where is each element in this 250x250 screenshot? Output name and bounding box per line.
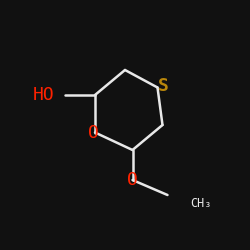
Text: CH₃: CH₃ (190, 197, 212, 210)
Text: HO: HO (33, 86, 54, 104)
Text: O: O (88, 124, 99, 142)
Text: S: S (158, 77, 169, 95)
Text: O: O (127, 171, 138, 189)
